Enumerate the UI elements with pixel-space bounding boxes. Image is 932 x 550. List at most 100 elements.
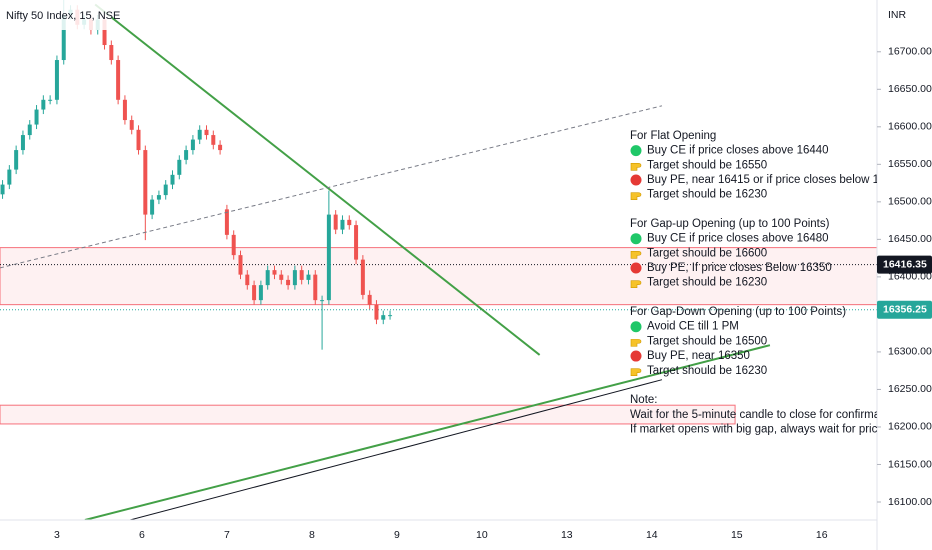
note-icon <box>630 350 642 362</box>
candle-body <box>313 274 318 301</box>
candle-body <box>354 225 359 260</box>
y-tick-label: 16300.00 <box>888 346 932 358</box>
candle-body <box>27 124 32 136</box>
candle-body <box>150 199 155 215</box>
candle-body <box>54 60 59 100</box>
note-text: Target should be 16230 <box>647 189 767 201</box>
note-text: Avoid CE till 1 PM <box>647 321 739 333</box>
candle-body <box>7 169 12 185</box>
note-icon <box>630 321 642 333</box>
y-tick-label: 16550.00 <box>888 158 932 170</box>
candle-body <box>306 274 311 280</box>
candle-body <box>34 109 39 125</box>
x-tick-label: 6 <box>139 529 145 541</box>
note-icon <box>630 174 642 186</box>
note-icon <box>630 145 642 157</box>
candle-body <box>347 219 352 226</box>
note-icon <box>630 280 642 288</box>
candle-body <box>265 270 270 286</box>
note-text: Target should be 16230 <box>647 365 767 377</box>
note-icon <box>630 192 642 200</box>
candle-body <box>41 99 46 110</box>
candle-body <box>102 19 107 46</box>
note-text: Buy PE, If price closes Below 16350 <box>647 262 832 274</box>
candle-body <box>279 274 284 280</box>
candle-body <box>292 270 297 286</box>
candle-body <box>299 270 304 280</box>
candle-body <box>231 234 236 256</box>
note-text: Buy PE, near 16415 or if price closes be… <box>647 174 905 186</box>
trend-line <box>94 3 541 356</box>
x-tick-label: 7 <box>224 529 230 541</box>
symbol-title: Nifty 50 Index, 15, NSE <box>6 10 120 22</box>
x-tick-label: 8 <box>309 529 315 541</box>
y-tick-label: 16700.00 <box>888 46 932 58</box>
y-tick-label: 16400.00 <box>888 271 932 283</box>
price-label-box <box>877 255 932 274</box>
x-tick-label: 9 <box>394 529 400 541</box>
candle-body <box>177 159 182 175</box>
x-tick-label: 14 <box>646 529 658 541</box>
notes: For Flat Opening Buy CE if price closes a… <box>630 130 905 435</box>
trend-line <box>84 344 771 520</box>
y-tick-label: 16450.00 <box>888 233 932 245</box>
x-tick-label: 15 <box>731 529 743 541</box>
note-icon <box>630 368 642 377</box>
y-tick-label: 16250.00 <box>888 383 932 395</box>
y-tick-label: 16200.00 <box>888 421 932 433</box>
trend-line <box>0 105 663 269</box>
note-icon <box>630 262 642 274</box>
candle-body <box>388 315 393 317</box>
note-text: If market opens with big gap, always wai… <box>630 423 899 435</box>
candle-body <box>258 285 263 301</box>
price-label: 16416.35 <box>883 258 927 270</box>
note-text: Buy CE if price closes above 16480 <box>647 233 829 245</box>
note-title: For Flat Opening <box>630 130 716 142</box>
candle-body <box>272 270 277 275</box>
candle-body <box>163 184 168 196</box>
candle-body <box>381 315 386 320</box>
candle-body <box>340 219 345 230</box>
candle-body <box>184 150 189 160</box>
candle-body <box>190 139 195 151</box>
trend-line <box>129 379 663 520</box>
candle-body <box>197 129 202 140</box>
note-text: Target should be 16550 <box>647 159 767 171</box>
candle-body <box>116 60 121 100</box>
candle-body <box>374 304 379 320</box>
candle-body <box>129 120 134 130</box>
note-icon <box>630 339 642 347</box>
candle-body <box>204 129 209 136</box>
axes: 16100.00 16150.00 16200.00 16250.00 16300.00… <box>54 46 932 541</box>
note-title: Note: <box>630 394 658 406</box>
candle-body <box>61 15 66 61</box>
price-label-box <box>877 300 932 319</box>
y-tick-label: 16150.00 <box>888 458 932 470</box>
note-text: Target should be 16600 <box>647 247 767 259</box>
note-text: Target should be 16500 <box>647 335 767 347</box>
price-label: 16356.25 <box>883 303 927 315</box>
candle-body <box>109 45 114 61</box>
note-title: For Gap-Down Opening (up to 100 Points) <box>630 306 846 318</box>
note-icon <box>630 233 642 245</box>
note-icon <box>630 251 642 259</box>
candle-body <box>360 259 365 295</box>
note-icon <box>630 163 642 171</box>
x-tick-label: 10 <box>476 529 488 541</box>
y-tick-label: 16100.00 <box>888 496 932 508</box>
candle-body <box>211 135 216 145</box>
y-tick-label: 16600.00 <box>888 121 932 133</box>
candle-body <box>245 274 250 286</box>
x-tick-label: 16 <box>816 529 828 541</box>
currency: INR <box>888 9 907 21</box>
candle-body <box>48 99 53 101</box>
candle-body <box>20 135 25 151</box>
candle-body <box>326 214 331 301</box>
candle-body <box>156 195 161 200</box>
candle-body <box>367 294 372 305</box>
y-tick-label: 16650.00 <box>888 83 932 95</box>
candle-body <box>122 99 127 121</box>
